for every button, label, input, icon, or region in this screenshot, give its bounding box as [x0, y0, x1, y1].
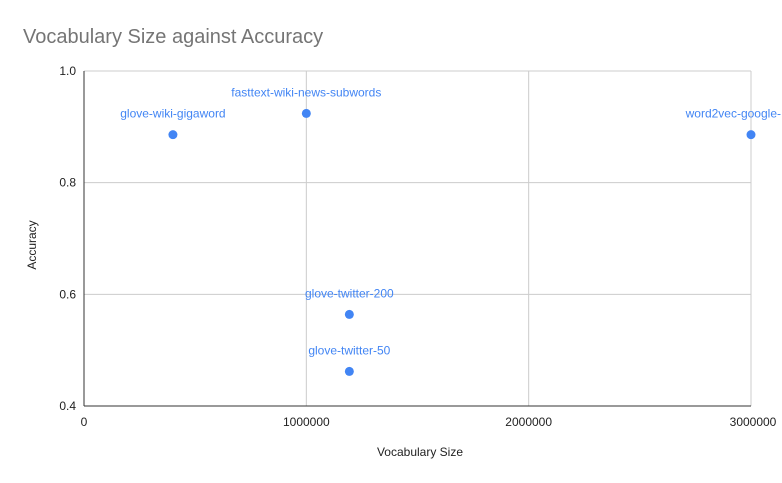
- x-tick-label: 0: [81, 415, 88, 429]
- chart-title: Vocabulary Size against Accuracy: [23, 26, 323, 48]
- data-point: [301, 108, 311, 118]
- data-label: fasttext-wiki-news-subwords: [231, 85, 381, 99]
- tick-labels: 0.4 0.6 0.8 1.0 0 1000000 2000000 3000000: [59, 64, 776, 429]
- x-tick-label: 3000000: [730, 415, 777, 429]
- data-point: [168, 130, 178, 140]
- x-axis-label: Vocabulary Size: [377, 445, 463, 459]
- x-tick-label: 1000000: [283, 415, 330, 429]
- y-tick-label: 0.8: [59, 176, 76, 190]
- data-points: [168, 108, 756, 376]
- grid-lines: [84, 70, 752, 406]
- data-point: [746, 130, 756, 140]
- y-axis-label: Accuracy: [25, 220, 39, 269]
- data-label: glove-wiki-gigaword: [120, 107, 225, 121]
- y-tick-label: 1.0: [59, 64, 76, 78]
- data-label: word2vec-google-: [685, 107, 781, 121]
- x-tick-label: 2000000: [505, 415, 552, 429]
- y-tick-label: 0.4: [59, 399, 76, 413]
- y-tick-label: 0.6: [59, 287, 76, 301]
- data-point: [344, 309, 354, 319]
- axes: [83, 71, 751, 407]
- data-point: [344, 366, 354, 376]
- data-labels: glove-wiki-gigaword fasttext-wiki-news-su…: [120, 85, 781, 357]
- data-label: glove-twitter-200: [305, 286, 394, 300]
- data-label: glove-twitter-50: [308, 343, 390, 357]
